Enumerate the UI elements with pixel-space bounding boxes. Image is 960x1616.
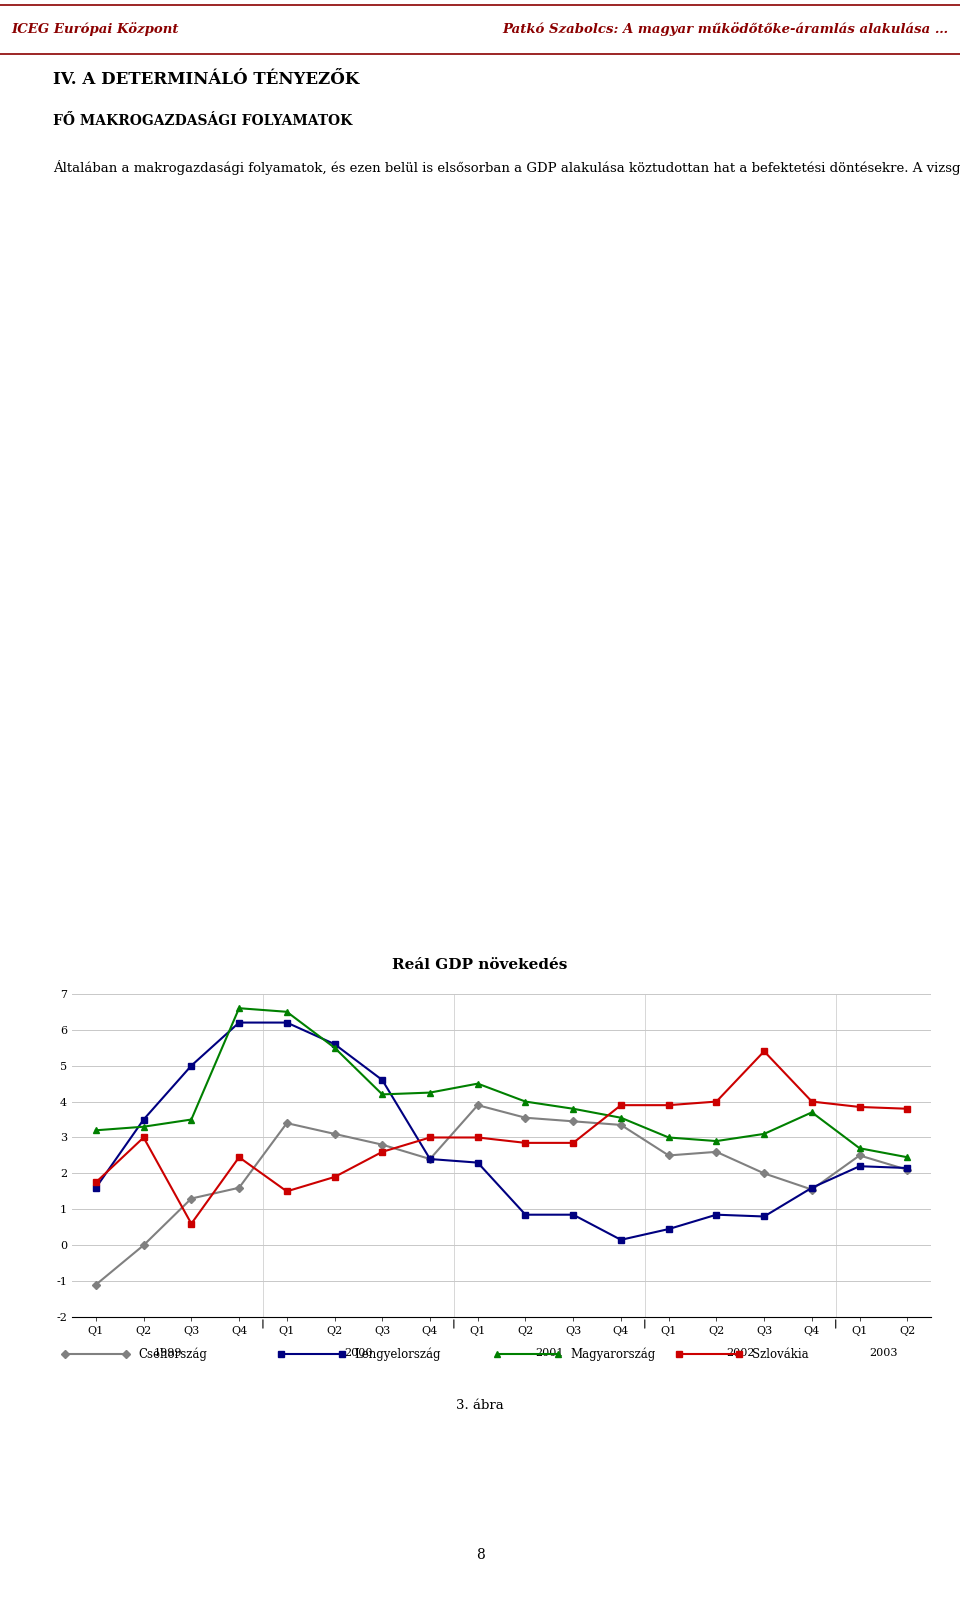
Text: Általában a makrogazdasági folyamatok, és ezen belül is elsősorban a GDP alakulá: Általában a makrogazdasági folyamatok, é…: [53, 160, 960, 175]
Text: Csehország: Csehország: [139, 1348, 207, 1361]
Text: Reál GDP növekedés: Reál GDP növekedés: [393, 958, 567, 971]
Text: 2001: 2001: [535, 1348, 564, 1357]
Text: Magyarország: Magyarország: [571, 1348, 656, 1361]
Text: IV. A DETERMINÁLÓ TÉNYEZŐK: IV. A DETERMINÁLÓ TÉNYEZŐK: [53, 71, 359, 87]
Text: 8: 8: [475, 1548, 485, 1563]
Text: Patkó Szabolcs: A magyar működőtőke-áramlás alakulása …: Patkó Szabolcs: A magyar működőtőke-áram…: [502, 23, 948, 36]
Text: 2003: 2003: [869, 1348, 898, 1357]
Text: FŐ MAKROGAZDASÁGI FOLYAMATOK: FŐ MAKROGAZDASÁGI FOLYAMATOK: [53, 113, 352, 128]
Text: 1999: 1999: [154, 1348, 181, 1357]
Text: 2000: 2000: [344, 1348, 372, 1357]
Text: 2002: 2002: [726, 1348, 755, 1357]
Text: Lengyelország: Lengyelország: [355, 1348, 442, 1361]
Text: Szlovákia: Szlovákia: [753, 1348, 808, 1361]
Text: 3. ábra: 3. ábra: [456, 1398, 504, 1412]
Text: ICEG Európai Központ: ICEG Európai Központ: [12, 23, 179, 36]
